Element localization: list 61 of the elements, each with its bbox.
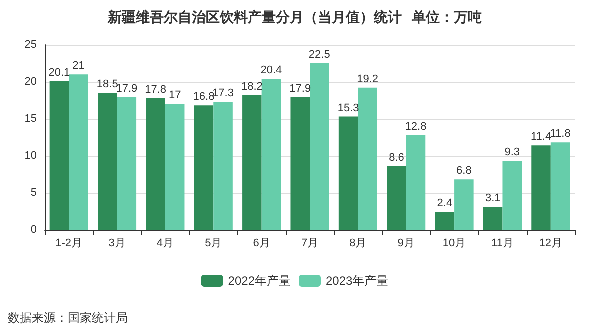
data-label: 19.2 [357,73,379,86]
legend-label: 2023年产量 [326,274,389,288]
data-label: 21 [72,60,85,72]
bar [69,74,88,230]
data-label: 12.8 [405,120,427,133]
data-label: 18.5 [96,78,118,91]
data-label: 9.3 [504,146,520,159]
bar [262,79,282,230]
bar [214,102,233,230]
x-tick-label: 9月 [398,238,415,250]
data-label: 2.4 [437,198,453,210]
x-tick-label: 8月 [350,238,367,250]
data-label: 17.8 [145,84,167,96]
data-label: 17 [168,90,182,102]
bar [454,180,474,230]
bar [406,135,426,230]
x-tick-label: 10月 [442,238,466,250]
data-label: 20.4 [260,64,282,77]
data-label: 8.6 [389,152,404,164]
x-tick-label: 4月 [156,238,174,250]
data-label: 6.8 [456,165,472,178]
chart-title: 新疆维吾尔自治区饮料产量分月（当月值）统计 单位：万吨 [107,9,482,26]
data-label: 20.1 [48,66,70,79]
bar [532,146,551,230]
bar [310,64,330,230]
bar [50,81,70,230]
x-tick-label: 5月 [205,238,222,250]
bar [117,98,137,230]
bar [387,166,406,230]
bar [358,88,378,230]
bar [483,207,503,230]
bar [502,161,522,230]
bar [242,95,262,230]
bar [98,93,118,230]
bar [338,116,358,230]
x-tick-label: 3月 [108,238,126,250]
bar [290,98,310,230]
x-tick-label: 1-2月 [56,238,83,250]
x-tick-label: 12月 [539,238,563,250]
legend-label: 2022年产量 [228,274,292,288]
x-tick-label: 6月 [253,238,270,250]
x-tick-label: 11月 [492,238,514,250]
data-label: 16.8 [193,91,215,104]
data-label: 11.8 [550,128,571,140]
y-tick-label: 0 [30,224,37,236]
data-label: 11.4 [530,131,552,144]
y-tick-label: 5 [30,187,37,199]
bar [146,98,166,230]
data-label: 17.9 [116,83,138,96]
data-label: 3.1 [485,192,501,205]
bar [165,104,185,230]
data-label: 22.5 [308,49,330,61]
y-tick-label: 20 [24,76,37,88]
source-note: 数据来源：国家统计局 [8,311,128,325]
y-tick-label: 25 [24,39,37,51]
bar [194,106,214,230]
y-tick-label: 15 [24,113,37,125]
bar [435,212,455,230]
y-tick-label: 10 [24,150,37,162]
x-tick-label: 7月 [301,238,319,250]
bar [550,142,570,230]
